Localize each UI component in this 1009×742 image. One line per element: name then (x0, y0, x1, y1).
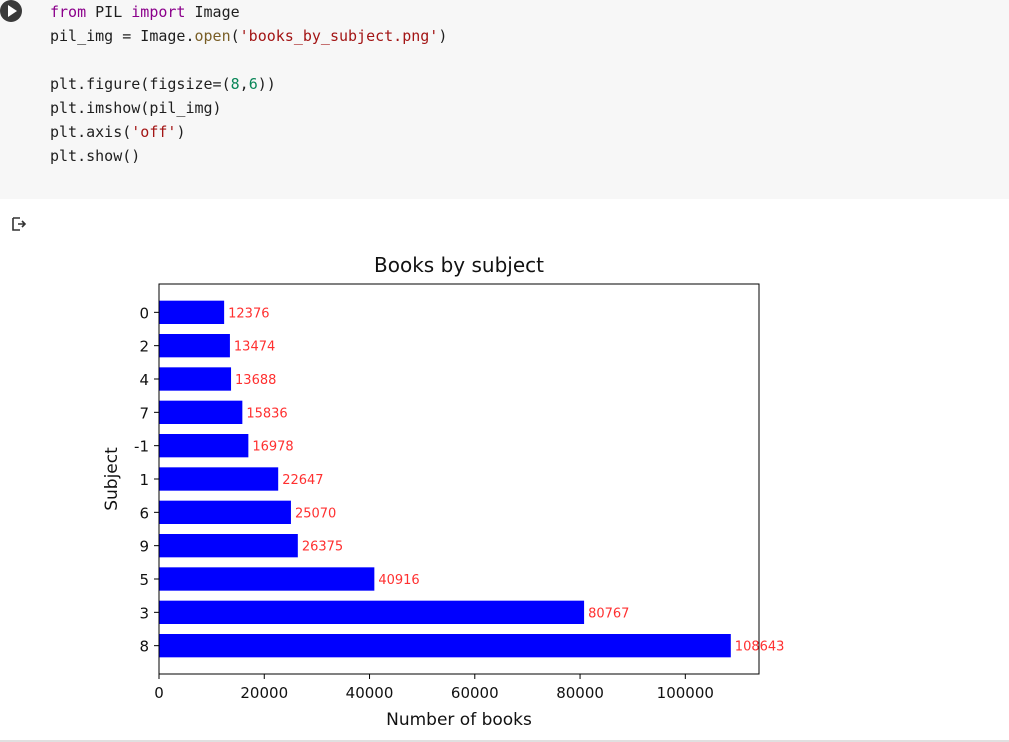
bar (159, 600, 585, 624)
x-tick-label: 0 (154, 684, 164, 702)
code-line: plt.axis('off') (50, 120, 447, 144)
code-cell[interactable]: from PIL import Image pil_img = Image.ope… (0, 0, 1009, 199)
code-token: , (239, 75, 249, 93)
x-tick-label: 100000 (657, 684, 714, 702)
y-tick-label: 2 (139, 338, 149, 356)
code-token: 'off' (131, 123, 177, 141)
data-label: 108643 (735, 640, 785, 655)
data-label: 15836 (246, 406, 287, 421)
code-token: )) (257, 75, 276, 93)
data-label: 16978 (252, 440, 293, 455)
x-axis-label: Number of books (386, 710, 532, 730)
x-tick-label: 80000 (556, 684, 604, 702)
data-label: 12376 (228, 306, 269, 321)
bar (159, 367, 232, 391)
run-cell-button[interactable] (0, 0, 22, 22)
code-line: plt.imshow(pil_img) (50, 96, 447, 120)
code-token: from (50, 3, 87, 21)
code-editor[interactable]: from PIL import Image pil_img = Image.ope… (50, 0, 447, 168)
code-token: 8 (230, 75, 240, 93)
code-token: ( (230, 27, 240, 45)
code-token: pil_img = Image. (50, 27, 195, 45)
bar (159, 634, 731, 658)
x-tick-label: 20000 (240, 684, 288, 702)
data-label: 25070 (295, 506, 336, 521)
code-line (50, 48, 447, 72)
code-token: 'books_by_subject.png' (239, 27, 439, 45)
data-label: 13688 (235, 373, 276, 388)
code-line: plt.figure(figsize=(8,6)) (50, 72, 447, 96)
bar (159, 534, 298, 558)
x-tick-label: 60000 (451, 684, 499, 702)
bar (159, 300, 225, 324)
y-tick-label: 8 (139, 638, 149, 656)
code-line: pil_img = Image.open('books_by_subject.p… (50, 24, 447, 48)
y-tick-label: 0 (139, 304, 149, 322)
code-token: plt.show() (50, 147, 141, 165)
code-line: plt.show() (50, 144, 447, 168)
x-tick-label: 40000 (346, 684, 394, 702)
plot-frame (158, 283, 760, 675)
cell-divider (0, 740, 1009, 742)
code-token: plt.imshow(pil_img) (50, 99, 222, 117)
code-token: PIL (86, 3, 132, 21)
data-label: 40916 (378, 573, 419, 588)
code-token: open (194, 27, 231, 45)
bar (159, 567, 375, 591)
code-token: ) (176, 123, 186, 141)
y-tick-label: 5 (139, 571, 149, 589)
y-tick-label: 3 (139, 604, 149, 622)
y-axis-label: Subject (102, 447, 122, 511)
bar (159, 434, 249, 458)
code-token: ) (438, 27, 448, 45)
y-tick-label: 9 (139, 538, 149, 556)
bar (159, 400, 243, 424)
chart-title: Books by subject (374, 253, 544, 277)
code-line: from PIL import Image (50, 0, 447, 24)
y-tick-label: 6 (139, 504, 149, 522)
bar (159, 500, 291, 524)
code-token: import (131, 3, 186, 21)
output-icon (12, 217, 27, 231)
data-label: 13474 (234, 340, 275, 355)
y-tick-label: 4 (139, 371, 149, 389)
code-token: plt.axis( (50, 123, 132, 141)
data-label: 22647 (282, 473, 323, 488)
y-tick-label: 1 (139, 471, 149, 489)
bar (159, 467, 279, 491)
bar (159, 334, 230, 358)
code-token: 6 (248, 75, 258, 93)
data-label: 80767 (588, 606, 629, 621)
code-token: plt.figure(figsize=( (50, 75, 231, 93)
data-label: 26375 (302, 540, 343, 555)
y-tick-label: -1 (134, 438, 149, 456)
code-token: Image (185, 3, 240, 21)
y-tick-label: 7 (139, 404, 149, 422)
